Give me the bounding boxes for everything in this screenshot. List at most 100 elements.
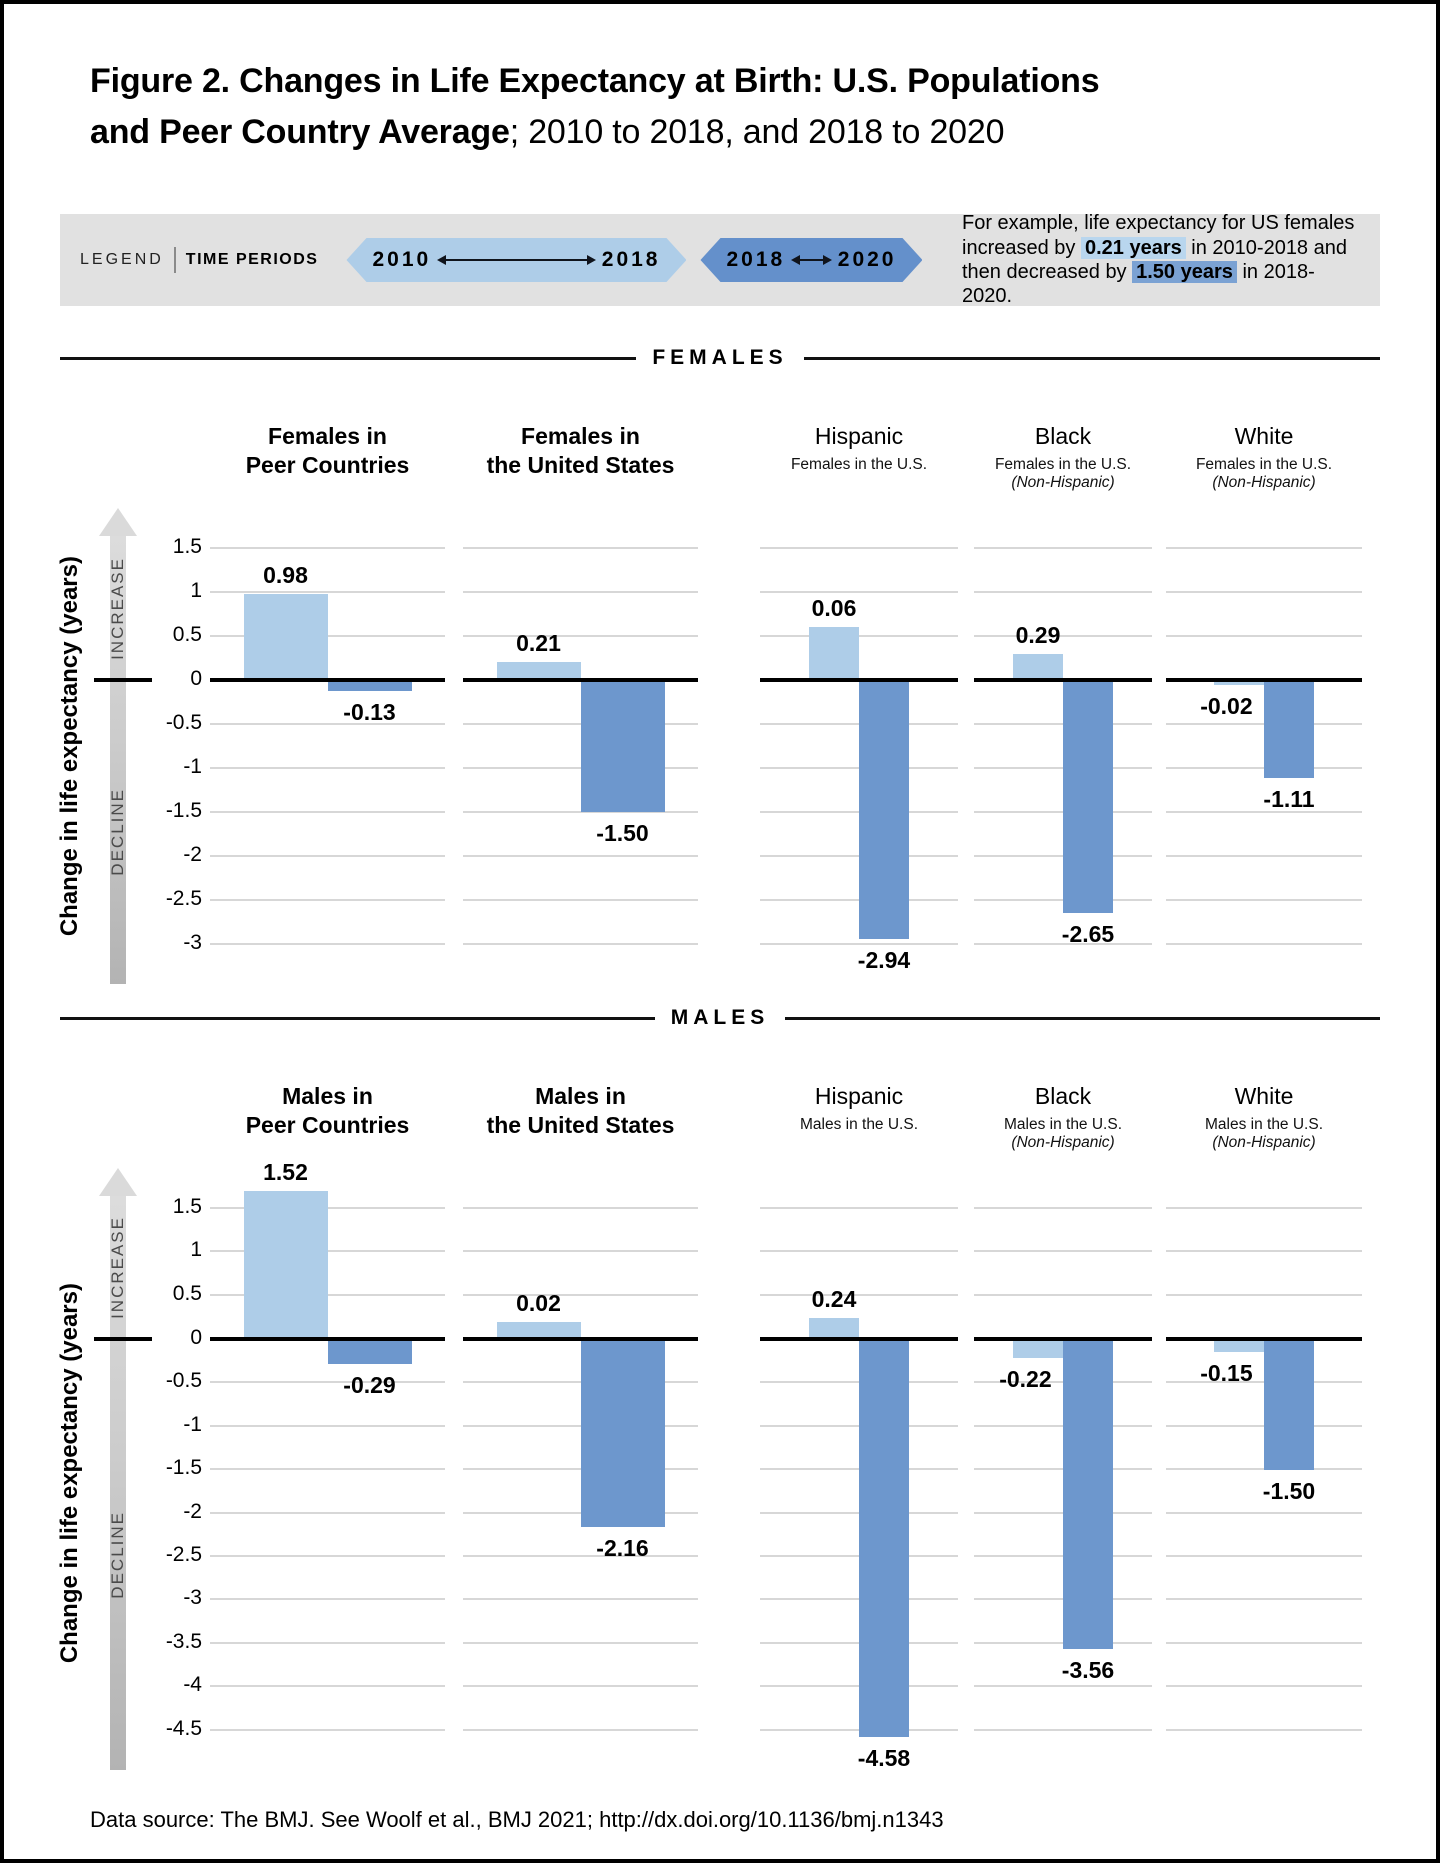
- panel-title: Hispanic: [814, 423, 904, 449]
- panel-header-united-states: Females in the United States: [451, 422, 710, 481]
- figure-title-line1: Figure 2. Changes in Life Expectancy at …: [90, 62, 1100, 100]
- legend-note-text: then decreased by: [962, 261, 1133, 283]
- gridline: [210, 1685, 445, 1687]
- value-label: -1.11: [1263, 785, 1315, 812]
- gridline: [210, 591, 445, 593]
- panel-subtitle: Females in the U.S.: [790, 455, 928, 473]
- panel-note: (Non-Hispanic): [1212, 1134, 1316, 1152]
- bar-2010-2018: [1013, 654, 1063, 680]
- bar-2018-2020: [580, 680, 665, 812]
- y-tick--0.5: -0.5: [165, 1369, 202, 1392]
- legend-note-highlight-light: 0.21 years: [1080, 236, 1186, 259]
- panels-females: Females in Peer Countries 0.98 -0.13 Females…: [210, 416, 1362, 973]
- panel-note: (Non-Hispanic): [1011, 1134, 1115, 1152]
- value-label: 0.24: [811, 1286, 857, 1313]
- zero-line: [463, 1337, 698, 1341]
- panel-header-white: White Males in the U.S. (Non-Hispanic): [1154, 1082, 1374, 1153]
- plot-hispanic: 0.24 -4.58: [760, 1186, 958, 1771]
- bar-2010-2018: [1214, 680, 1264, 686]
- panel-title: White: [1234, 1083, 1294, 1109]
- value-label: -0.15: [1200, 1360, 1253, 1387]
- gridline: [210, 1425, 445, 1427]
- gridline: [1166, 635, 1362, 637]
- divider-line: [60, 356, 637, 360]
- gridline: [974, 1729, 1152, 1731]
- gridline: [1166, 1250, 1362, 1252]
- y-tick--2.5: -2.5: [165, 887, 202, 910]
- plot-peer-countries: 0.98 -0.13: [210, 526, 445, 966]
- plot-white: -0.15 -1.50: [1166, 1186, 1362, 1761]
- y-tick-1.5: 1.5: [172, 1195, 202, 1218]
- gridline: [463, 1642, 698, 1644]
- chart-panel-females-black: Black Females in the U.S. (Non-Hispanic) 0.…: [974, 416, 1152, 966]
- y-axis-ticks: 1.5 1 0.5 0 -0.5 -1 -1.5 -2 -2.5 -3 -3.5 -4 -4.5: [140, 1186, 210, 1761]
- zero-line: [210, 1337, 445, 1341]
- gridline: [210, 1598, 445, 1600]
- bar-2018-2020: [1063, 1339, 1113, 1649]
- zero-line: [760, 1337, 958, 1341]
- gridline: [210, 635, 445, 637]
- double-arrow-icon: [799, 259, 824, 261]
- y-tick--1: -1: [183, 755, 202, 778]
- increase-zone: INCREASE: [108, 536, 127, 680]
- y-tick--3: -3: [183, 931, 202, 954]
- gridline: [210, 943, 445, 945]
- zero-line: [974, 678, 1152, 682]
- gridline: [463, 1685, 698, 1687]
- panel-header-black: Black Males in the U.S. (Non-Hispanic): [962, 1082, 1164, 1153]
- gridline: [463, 1598, 698, 1600]
- bar-2018-2020: [580, 1339, 665, 1527]
- y-tick--3: -3: [183, 1586, 202, 1609]
- gridline: [760, 1207, 958, 1209]
- increase-decline-arrow: INCREASE DECLINE: [98, 508, 138, 984]
- chart-panel-males-united-states: Males in the United States 0.02 -2.16: [463, 1076, 698, 1761]
- gridline: [974, 1207, 1152, 1209]
- value-label: 0.98: [263, 561, 308, 588]
- gridline: [974, 943, 1152, 945]
- gridline: [974, 1294, 1152, 1296]
- chart-panel-males-black: Black Males in the U.S. (Non-Hispanic) -0.2…: [974, 1076, 1152, 1761]
- gridline: [1166, 811, 1362, 813]
- y-tick--1.5: -1.5: [165, 799, 202, 822]
- gridline: [210, 1250, 445, 1252]
- zero-line: [463, 678, 698, 682]
- legend-note-highlight-dark: 1.50 years: [1132, 261, 1237, 283]
- chart-panel-males-hispanic: Hispanic Males in the U.S. 0.24 -4.58: [760, 1076, 958, 1771]
- section-divider-males: MALES: [60, 1006, 1380, 1030]
- panel-subtitle: Males in the U.S.: [799, 1115, 919, 1133]
- panel-subtitle: Males in the U.S.: [1204, 1115, 1324, 1133]
- panel-header-hispanic: Hispanic Females in the U.S.: [748, 422, 970, 474]
- panel-title: Males in: [535, 1083, 626, 1109]
- y-tick-0: 0: [190, 667, 202, 690]
- gridline: [210, 547, 445, 549]
- bar-2018-2020: [859, 1339, 909, 1738]
- gridline: [760, 1250, 958, 1252]
- value-label: -0.13: [343, 699, 396, 726]
- panel-header-peer-countries: Males in Peer Countries: [198, 1082, 457, 1141]
- gridline: [210, 723, 445, 725]
- gridline: [1166, 943, 1362, 945]
- zero-line: [760, 678, 958, 682]
- y-tick-1: 1: [190, 1238, 202, 1261]
- gridline: [974, 547, 1152, 549]
- bar-2010-2018: [1214, 1339, 1264, 1353]
- gridline: [1166, 1207, 1362, 1209]
- gridline: [463, 855, 698, 857]
- chart-panel-females-hispanic: Hispanic Females in the U.S. 0.06 -2.94: [760, 416, 958, 973]
- arrow-shaft: INCREASE DECLINE: [108, 536, 127, 984]
- value-label: -2.16: [596, 1534, 649, 1561]
- legend-band: LEGEND TIME PERIODS 2010 2018 2018 2020 …: [60, 212, 1380, 307]
- legend-labels: LEGEND TIME PERIODS: [80, 247, 318, 273]
- plot-peer-countries: 1.52 -0.29: [210, 1159, 445, 1761]
- y-tick--1: -1: [183, 1413, 202, 1436]
- chart-panel-males-white: White Males in the U.S. (Non-Hispanic) -0.1…: [1166, 1076, 1362, 1761]
- plot-black: -0.22 -3.56: [974, 1186, 1152, 1761]
- bar-2018-2020: [1264, 680, 1314, 778]
- gridline: [210, 1294, 445, 1296]
- zero-line: [1166, 1337, 1362, 1341]
- period2-end: 2020: [837, 248, 897, 271]
- gridline: [1166, 1685, 1362, 1687]
- zero-axis-dash: [94, 1337, 152, 1341]
- figure-title-line2-rest: ; 2010 to 2018, and 2018 to 2020: [509, 113, 1005, 151]
